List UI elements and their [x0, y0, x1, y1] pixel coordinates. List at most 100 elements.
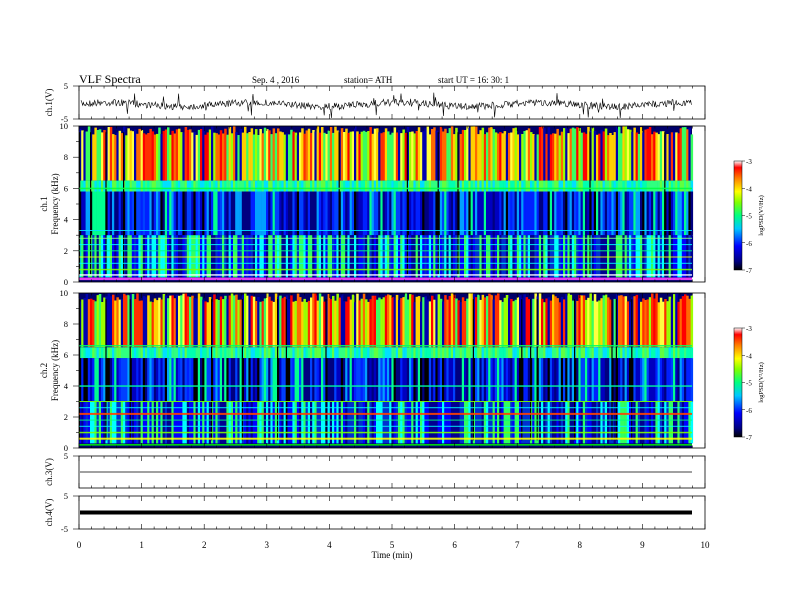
spectrogram-column	[450, 347, 454, 359]
spectrogram-column	[206, 401, 210, 444]
spectrogram-column	[316, 191, 320, 236]
spectrogram-column	[670, 358, 674, 402]
spectrogram-column	[646, 128, 650, 181]
spectrogram-column	[393, 180, 397, 192]
spectrogram-column	[301, 347, 304, 359]
spectrogram-column	[167, 191, 170, 236]
spectrogram-column	[668, 296, 672, 348]
spectrogram-column	[455, 191, 458, 236]
spectrogram-column	[651, 293, 654, 348]
spectrogram-column	[648, 180, 652, 192]
spectrogram-column	[576, 127, 579, 181]
spectrogram-column	[345, 191, 348, 236]
spectrogram-column	[631, 191, 634, 236]
spectrogram-column	[651, 235, 654, 278]
spectrogram-column	[305, 130, 309, 181]
spectrogram-column	[486, 296, 489, 348]
spectrogram-column	[556, 235, 559, 278]
spectrogram-column	[457, 347, 460, 359]
spectrogram-column	[391, 191, 394, 236]
spectrogram-column	[365, 235, 368, 278]
spectrogram-column	[224, 358, 227, 402]
spectrogram-column	[85, 235, 89, 278]
spectrogram-column	[131, 180, 135, 192]
spectrogram-column	[659, 180, 663, 192]
spectrogram-column	[530, 191, 533, 236]
spectrogram-streak	[211, 299, 213, 441]
spectrogram-column	[563, 299, 566, 348]
spectrogram-column	[200, 180, 203, 192]
spectrogram-column	[270, 191, 273, 236]
spectrogram-column	[305, 302, 309, 348]
spectrogram-column	[96, 401, 100, 444]
spectrogram-column	[167, 180, 170, 192]
spectrogram-column	[356, 347, 359, 359]
spectrogram-column	[503, 180, 507, 192]
spectrogram-column	[162, 191, 166, 236]
spectrogram-column	[360, 191, 364, 236]
spectrogram-column	[668, 401, 672, 444]
spectrogram-column	[184, 293, 188, 348]
spectrogram-column	[593, 191, 597, 236]
spectrogram-column	[607, 358, 610, 402]
spectrogram-column	[248, 358, 251, 402]
spectrogram-column	[83, 180, 86, 192]
spectrogram-column	[252, 235, 256, 278]
spectrogram-ylabel: Frequency (kHz)	[50, 340, 60, 401]
y-tick-label: 5	[64, 491, 68, 501]
spectrogram-column	[600, 129, 603, 181]
spectrogram-column	[244, 180, 247, 192]
spectrogram-column	[409, 191, 412, 236]
spectrogram-column	[512, 301, 515, 348]
spectrogram-column	[501, 235, 504, 278]
spectrogram-column	[679, 235, 683, 278]
spectrogram-column	[488, 401, 491, 444]
spectrogram-column	[334, 180, 337, 192]
spectrogram-column	[272, 301, 276, 348]
spectrogram-column	[622, 126, 625, 181]
spectrogram-column	[142, 191, 146, 236]
spectrogram-column	[688, 401, 691, 444]
spectrogram-column	[257, 297, 260, 348]
spectrogram-column	[184, 180, 188, 192]
spectrogram-column	[296, 235, 300, 278]
spectrogram-column	[490, 347, 493, 359]
spectrogram-column	[488, 293, 491, 348]
spectrogram-column	[620, 295, 623, 348]
spectrogram-column	[424, 235, 427, 278]
colorbar-tick-label: -6	[746, 407, 752, 415]
spectrogram-column	[413, 302, 416, 348]
spectrogram-column	[516, 358, 520, 402]
spectrogram-column	[523, 401, 526, 444]
spectrogram-column	[620, 180, 623, 192]
spectrogram-column	[470, 235, 474, 278]
spectrogram-streak	[472, 299, 474, 441]
spectrogram-column	[622, 191, 625, 236]
spectrogram-column	[501, 401, 504, 444]
spectrogram-column	[457, 180, 460, 192]
spectrogram-column	[684, 401, 687, 444]
spectrogram-column	[516, 401, 520, 444]
spectrogram-column	[587, 235, 590, 278]
spectrogram-column	[305, 401, 309, 444]
spectrogram-column	[609, 347, 612, 359]
spectrogram-column	[101, 401, 104, 444]
spectrogram-column	[349, 131, 353, 181]
spectrogram-column	[384, 401, 388, 444]
spectrogram-column	[637, 235, 641, 278]
spectrogram-column	[145, 191, 148, 236]
spectrogram-column	[472, 294, 476, 348]
spectrogram-column	[272, 358, 276, 402]
spectrogram-column	[164, 191, 168, 236]
spectrogram-column	[312, 235, 315, 278]
spectrogram-column	[402, 347, 405, 359]
spectrogram-column	[358, 358, 361, 402]
spectrogram-column	[129, 235, 133, 278]
spectrogram-column	[175, 180, 179, 192]
spectrogram-column	[571, 191, 575, 236]
spectrogram-column	[448, 191, 452, 236]
spectrogram-column	[230, 191, 234, 236]
spectrogram-column	[483, 358, 487, 402]
spectrogram-column	[578, 358, 581, 402]
spectrogram-column	[318, 358, 322, 402]
